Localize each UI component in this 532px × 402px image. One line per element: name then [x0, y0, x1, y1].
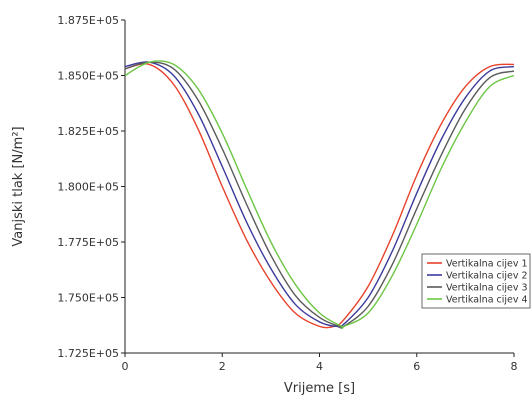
series-line-1	[124, 63, 515, 329]
y-axis-label: Vanjski tlak [N/m²]	[11, 126, 26, 246]
x-tick-label: 0	[122, 360, 129, 373]
y-tick-label: 1.725E+05	[57, 347, 119, 360]
x-tick-label: 4	[316, 360, 323, 373]
legend-label-1: Vertikalna cijev 1	[446, 259, 528, 270]
x-ticks: 0 2 4 6 8	[122, 353, 518, 373]
y-tick-label: 1.875E+05	[57, 14, 119, 27]
x-tick-label: 8	[511, 360, 518, 373]
series-line-4	[124, 60, 515, 329]
series-group	[124, 60, 515, 329]
x-tick-label: 2	[219, 360, 226, 373]
y-tick-label: 1.825E+05	[57, 125, 119, 138]
x-axis-label: Vrijeme [s]	[284, 381, 355, 396]
legend-label-3: Vertikalna cijev 3	[446, 283, 528, 294]
x-tick-label: 6	[413, 360, 420, 373]
legend-label-2: Vertikalna cijev 2	[446, 271, 528, 282]
y-tick-label: 1.775E+05	[57, 236, 119, 249]
series-line-3	[124, 61, 515, 329]
y-tick-label: 1.750E+05	[57, 292, 119, 305]
y-tick-label: 1.800E+05	[57, 181, 119, 194]
y-ticks: 1.725E+05 1.750E+05 1.775E+05 1.800E+05 1.82…	[57, 14, 125, 360]
y-tick-label: 1.850E+05	[57, 70, 119, 83]
series-line-2	[124, 61, 515, 328]
plot-area: 0 2 4 6 8 1.725E+05 1.750E+05 1.775E+05 1.800E+…	[57, 14, 517, 373]
legend-label-4: Vertikalna cijev 4	[446, 295, 528, 306]
